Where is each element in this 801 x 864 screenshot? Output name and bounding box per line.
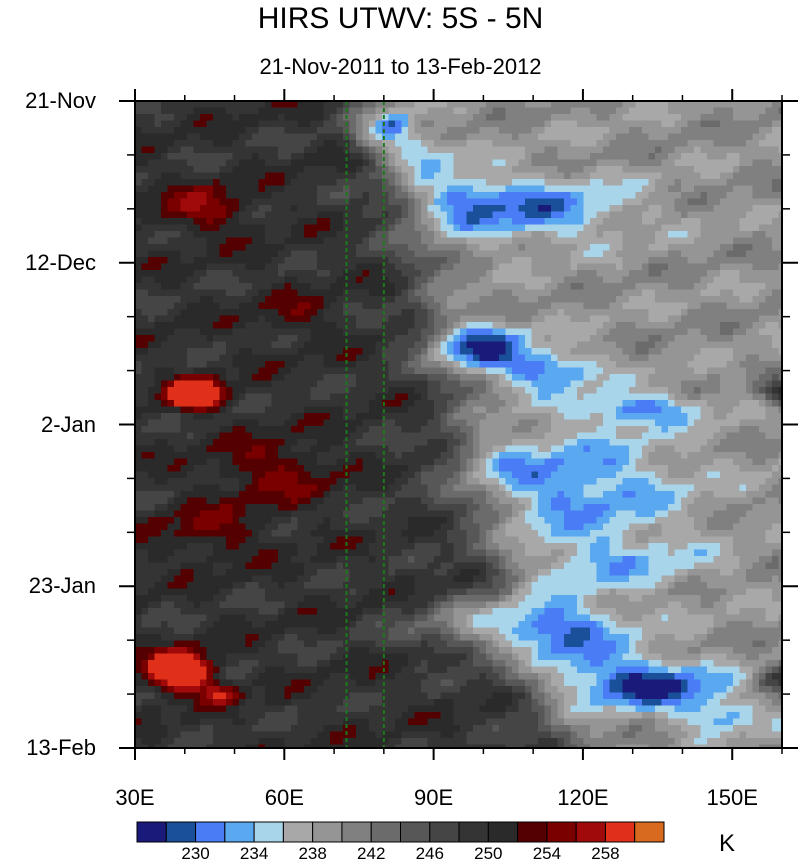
colorbar-label: 258 — [580, 844, 630, 864]
colorbar-label: 250 — [463, 844, 513, 864]
colorbar-swatch — [605, 822, 634, 842]
y-tick-label: 21-Nov — [25, 88, 96, 114]
colorbar-swatch — [401, 822, 430, 842]
y-tick-label: 2-Jan — [41, 412, 96, 438]
colorbar-label: 230 — [171, 844, 221, 864]
colorbar-swatch — [313, 822, 342, 842]
colorbar-label: 234 — [229, 844, 279, 864]
units-label: K — [719, 830, 735, 858]
colorbar-swatch — [459, 822, 488, 842]
colorbar-swatch — [196, 822, 225, 842]
colorbar-swatch — [371, 822, 400, 842]
colorbar-swatch — [254, 822, 283, 842]
colorbar — [137, 822, 664, 842]
y-tick-label: 23-Jan — [29, 573, 96, 599]
colorbar-swatch — [635, 822, 664, 842]
contour-field — [135, 101, 786, 752]
colorbar-label: 242 — [346, 844, 396, 864]
colorbar-swatch — [576, 822, 605, 842]
x-tick-label: 150E — [692, 785, 772, 811]
x-tick-label: 60E — [244, 785, 324, 811]
colorbar-swatch — [518, 822, 547, 842]
colorbar-swatch — [547, 822, 576, 842]
colorbar-swatch — [430, 822, 459, 842]
colorbar-label: 254 — [522, 844, 572, 864]
colorbar-swatch — [137, 822, 166, 842]
y-tick-label: 13-Feb — [26, 735, 96, 761]
colorbar-label: 246 — [405, 844, 455, 864]
colorbar-swatch — [283, 822, 312, 842]
colorbar-swatch — [488, 822, 517, 842]
x-tick-label: 120E — [543, 785, 623, 811]
y-tick-label: 12-Dec — [25, 250, 96, 276]
colorbar-swatch — [342, 822, 371, 842]
x-tick-label: 90E — [394, 785, 474, 811]
colorbar-label: 238 — [288, 844, 338, 864]
colorbar-swatch — [225, 822, 254, 842]
colorbar-swatch — [166, 822, 195, 842]
x-tick-label: 30E — [95, 785, 175, 811]
